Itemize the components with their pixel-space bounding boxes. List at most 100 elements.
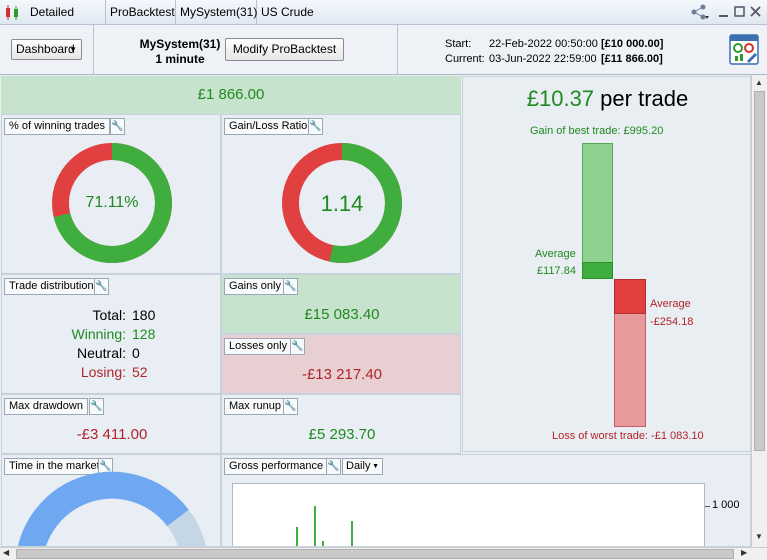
wrench-icon[interactable]: 🔧 [283,278,298,295]
dashboard-dropdown[interactable]: Dashboard ▼ [11,39,82,60]
dashboard-label: Dashboard [16,42,75,56]
average-gain-value: £117.84 [537,265,576,277]
report-settings-icon[interactable] [729,34,759,65]
title-bar: Detailed report ProBacktest MySystem(31)… [0,0,767,44]
vertical-scrollbar[interactable]: ▲ ▼ [751,75,767,547]
per-trade-value: £10.37 [526,86,595,111]
wrench-icon[interactable]: 🔧 [283,398,298,415]
start-capital: [£10 000.00] [601,38,664,50]
summary-gain-panel: £1 866.00 [1,76,461,114]
gain-loss-title: Gain/Loss Ratio [224,118,313,135]
current-label: Current: [445,53,485,65]
neutral-value: 0 [132,345,140,361]
winning-donut [52,143,172,263]
gross-bar [322,541,324,546]
per-trade-panel: £10.37 per trade Gain of best trade: £99… [462,76,751,452]
current-capital: [£11 866.00] [601,53,663,65]
start-value: 22-Feb-2022 00:50:00 [489,38,598,50]
max-drawdown-value: -£3 411.00 [76,426,148,443]
close-icon[interactable] [750,6,762,18]
gross-bar [351,521,353,546]
toolbar: Dashboard ▼ MySystem(31) 1 minute Modify… [0,25,767,75]
wrench-icon[interactable]: 🔧 [290,338,305,355]
worst-trade-label: Loss of worst trade: -£1 083.10 [552,430,704,442]
gain-loss-donut-gain [282,143,402,263]
toolbar-separator [397,25,398,75]
period-dropdown[interactable]: Daily ▼ [342,458,383,475]
max-runup-value: £5 293.70 [308,426,376,443]
best-trade-label: Gain of best trade: £995.20 [530,125,664,137]
tab-probacktest[interactable]: ProBacktest [106,0,176,25]
average-loss-bar [614,279,646,314]
scroll-right-icon[interactable]: ▶ [741,548,748,557]
losses-only-panel: Losses only 🔧 -£13 217.40 [221,334,461,394]
winning-trades-panel: % of winning trades 🔧 71.11% [1,114,221,274]
average-loss-value: -£254.18 [650,316,694,328]
losing-label: Losing: [80,364,126,380]
minimize-icon[interactable] [718,6,730,18]
gain-loss-ratio: 1.14 [320,191,364,216]
tab-detailed-report[interactable]: Detailed report [26,0,106,44]
total-label: Total: [92,307,126,323]
per-trade-suffix: per trade [600,86,689,111]
scroll-thumb[interactable] [754,91,765,451]
trade-distribution-title: Trade distribution [4,278,99,295]
winning-donut-gain [52,143,172,263]
average-loss-label: Average [650,298,691,310]
average-gain-label: Average [535,248,576,260]
wrench-icon[interactable]: 🔧 [89,398,104,415]
system-name: MySystem(31) [139,37,221,51]
gross-chart-area [232,483,705,546]
time-in-market-arc-grey [166,509,206,546]
gross-bar [314,506,316,546]
max-runup-title: Max runup [224,398,286,415]
wrench-icon[interactable]: 🔧 [326,458,341,475]
max-drawdown-title: Max drawdown [4,398,88,415]
gains-only-title: Gains only [224,278,286,295]
average-gain-bar [582,262,613,279]
horizontal-scrollbar[interactable]: ◀ ▶ [0,547,767,560]
gains-only-panel: Gains only 🔧 £15 083.40 [221,274,461,334]
wrench-icon[interactable]: 🔧 [94,278,109,295]
wrench-icon[interactable]: 🔧 [308,118,323,135]
winning-label: Winning: [71,326,126,342]
time-in-market-donut [18,471,206,546]
summary-gain-value: £1 866.00 [197,86,265,103]
losses-only-value: -£13 217.40 [301,366,383,383]
timeframe: 1 minute [155,52,205,66]
losses-only-title: Losses only [224,338,293,355]
gain-loss-donut [282,143,402,263]
chart-icon [4,5,22,20]
neutral-label: Neutral: [76,345,126,361]
losing-value: 52 [132,364,148,380]
gross-bar [296,527,298,546]
total-value: 180 [132,307,156,323]
per-trade-heading: £10.37 per trade [463,86,752,112]
time-in-market-panel: Time in the market 🔧 [1,454,221,547]
scroll-down-icon[interactable]: ▼ [755,532,763,541]
wrench-icon[interactable]: 🔧 [110,118,125,135]
share-icon[interactable] [690,4,710,21]
maximize-icon[interactable] [734,6,746,18]
max-runup-panel: Max runup 🔧 £5 293.70 [221,394,461,454]
winning-value: 128 [132,326,156,342]
chevron-down-icon: ▼ [372,463,379,470]
scroll-left-icon[interactable]: ◀ [3,548,10,557]
start-label: Start: [445,38,472,50]
scroll-up-icon[interactable]: ▲ [755,78,763,87]
gross-performance-title: Gross performance [224,458,329,475]
winning-trades-title: % of winning trades [4,118,110,135]
gains-only-value: £15 083.40 [304,306,380,323]
current-value: 03-Jun-2022 22:59:00 [489,53,597,65]
winning-percent: 71.11% [85,194,139,211]
scroll-thumb-horizontal[interactable] [16,549,734,559]
tab-us-crude[interactable]: US Crude (£1) [261,5,314,44]
gross-axis-tick-mark [705,506,710,507]
period-label: Daily [346,460,371,472]
tab-mysystem[interactable]: MySystem(31) [176,0,257,25]
dashboard-content: £1 866.00 £10.37 per trade Gain of best … [0,75,751,547]
gross-performance-panel: Gross performance 🔧 Daily ▼ 1 000 [221,454,751,547]
time-in-market-title: Time in the market [4,458,105,475]
time-in-market-arc-blue [18,471,189,546]
modify-probacktest-button[interactable]: Modify ProBacktest [225,38,344,61]
